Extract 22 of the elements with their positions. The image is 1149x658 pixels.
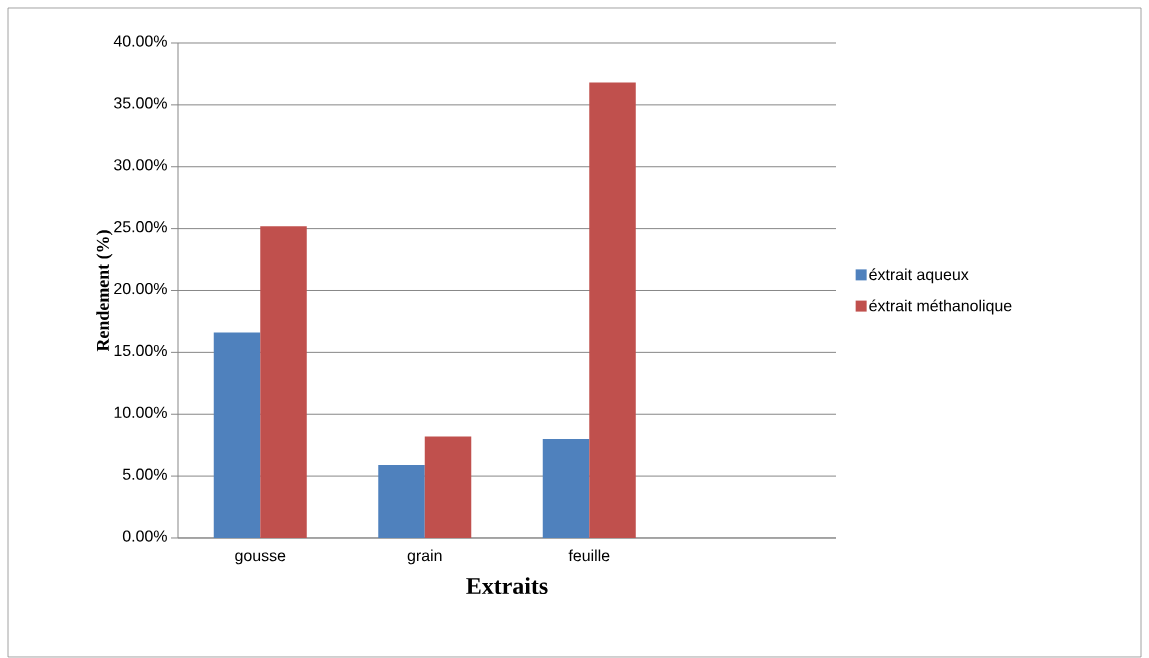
y-tick-label: 30.00% (114, 159, 167, 171)
bar (378, 464, 425, 538)
y-tick-label: 20.00% (114, 282, 167, 295)
x-tick-label: gousse (235, 552, 286, 565)
x-tick-label: grain (407, 549, 442, 565)
legend-label: éxtrait méthanolique (869, 299, 1012, 315)
bar (542, 438, 590, 538)
y-tick-label: 5.00% (122, 468, 167, 480)
bar (213, 332, 261, 538)
y-tick-label: 10.00% (114, 406, 167, 418)
y-tick-label: 25.00% (114, 221, 167, 233)
legend-label: éxtrait aqueux (869, 268, 969, 284)
y-tick-label: 0.00% (122, 530, 167, 542)
y-tick-label: 40.00% (113, 35, 167, 47)
bar (589, 82, 636, 538)
y-axis-title: Rendement (%) (96, 230, 113, 352)
x-tick-label: feuille (568, 549, 610, 562)
x-axis-title: Extraits (466, 577, 548, 595)
bar (260, 226, 307, 538)
y-tick-label: 15.00% (114, 344, 167, 357)
bar (424, 436, 472, 538)
y-tick-label: 35.00% (114, 97, 167, 109)
